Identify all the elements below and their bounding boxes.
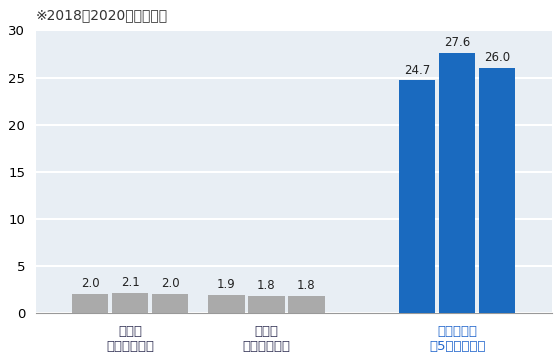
Text: 1.8: 1.8 [257,279,276,292]
Bar [248,296,284,313]
Bar [72,294,109,313]
Bar [152,294,188,313]
Bar [288,296,325,313]
Text: 1.8: 1.8 [297,279,316,292]
Text: 2.0: 2.0 [81,277,100,290]
Text: 24.7: 24.7 [404,64,431,77]
Bar [479,68,515,313]
Bar [439,53,475,313]
Text: 1.9: 1.9 [217,278,236,291]
Text: 2.1: 2.1 [121,276,139,289]
Bar [399,81,436,313]
Text: ※2018〜2020年度の推移: ※2018〜2020年度の推移 [36,8,168,22]
Bar [208,295,245,313]
Text: 2.0: 2.0 [161,277,180,290]
Text: 26.0: 26.0 [484,51,510,64]
Bar [112,293,148,313]
Text: 27.6: 27.6 [444,36,470,49]
